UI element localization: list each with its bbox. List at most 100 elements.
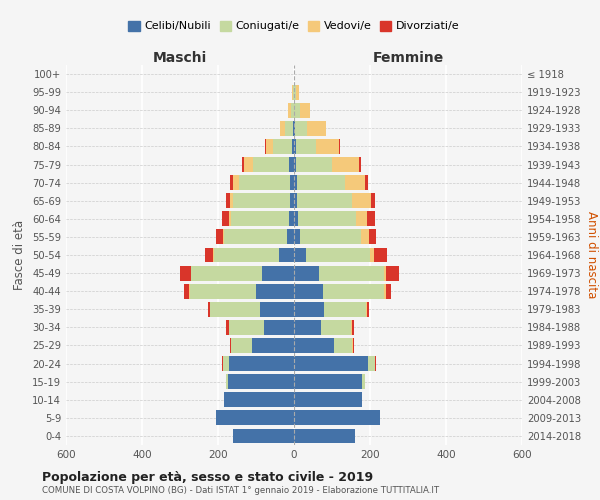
Text: Femmine: Femmine (373, 51, 443, 65)
Bar (296, 84, 299, 100)
Bar (316, 139, 339, 154)
Bar (226, 194, 230, 208)
Bar (189, 284, 190, 298)
Bar (294, 139, 296, 154)
Bar (294, 212, 298, 226)
Text: Maschi: Maschi (153, 51, 207, 65)
Legend: Celibi/Nubili, Coniugati/e, Vedovi/e, Divorziati/e: Celibi/Nubili, Coniugati/e, Vedovi/e, Di… (125, 18, 463, 35)
Bar (294, 194, 297, 208)
Bar (190, 284, 256, 298)
Bar (352, 320, 353, 335)
Bar (216, 230, 223, 244)
Bar (208, 302, 210, 316)
Bar (289, 212, 294, 226)
Bar (252, 338, 294, 353)
Bar (339, 139, 340, 154)
Bar (294, 230, 300, 244)
Bar (320, 320, 351, 335)
Bar (233, 175, 239, 190)
Bar (230, 175, 233, 190)
Bar (287, 103, 290, 118)
Bar (292, 84, 293, 100)
Bar (293, 121, 294, 136)
Bar (332, 157, 359, 172)
Bar (230, 212, 289, 226)
Bar (279, 248, 294, 262)
Bar (369, 230, 376, 244)
Bar (374, 248, 387, 262)
Bar (294, 284, 323, 298)
Bar (191, 266, 262, 280)
Text: COMUNE DI COSTA VOLPINO (BG) - Dati ISTAT 1° gennaio 2019 - Elaborazione TUTTITA: COMUNE DI COSTA VOLPINO (BG) - Dati ISTA… (42, 486, 439, 495)
Bar (214, 248, 279, 262)
Bar (375, 356, 376, 371)
Bar (352, 194, 371, 208)
Bar (294, 157, 296, 172)
Bar (351, 320, 352, 335)
Bar (367, 302, 369, 316)
Y-axis label: Anni di nascita: Anni di nascita (585, 212, 598, 298)
Bar (306, 248, 370, 262)
Bar (296, 139, 316, 154)
Bar (294, 302, 325, 316)
Bar (294, 410, 380, 426)
Bar (344, 175, 365, 190)
Bar (294, 248, 306, 262)
Bar (325, 302, 366, 316)
Bar (294, 428, 355, 444)
Bar (386, 266, 399, 280)
Bar (180, 266, 191, 280)
Bar (244, 157, 253, 172)
Bar (205, 248, 214, 262)
Bar (227, 374, 294, 389)
Bar (386, 284, 391, 298)
Bar (295, 103, 300, 118)
Bar (370, 248, 374, 262)
Bar (290, 175, 294, 190)
Bar (359, 157, 361, 172)
Bar (232, 338, 252, 353)
Bar (223, 356, 229, 371)
Bar (224, 230, 287, 244)
Bar (294, 374, 362, 389)
Bar (292, 139, 294, 154)
Bar (371, 194, 375, 208)
Bar (253, 157, 289, 172)
Bar (242, 157, 244, 172)
Bar (297, 175, 344, 190)
Bar (368, 356, 375, 371)
Bar (265, 139, 273, 154)
Bar (230, 338, 232, 353)
Bar (263, 320, 294, 335)
Bar (260, 302, 294, 316)
Bar (273, 139, 292, 154)
Bar (222, 356, 223, 371)
Bar (184, 284, 189, 298)
Bar (294, 392, 362, 407)
Bar (233, 194, 290, 208)
Bar (295, 121, 307, 136)
Bar (319, 266, 384, 280)
Bar (294, 320, 320, 335)
Bar (366, 302, 367, 316)
Bar (285, 121, 293, 136)
Bar (230, 194, 233, 208)
Bar (289, 157, 294, 172)
Bar (297, 194, 352, 208)
Bar (223, 230, 224, 244)
Bar (229, 212, 230, 226)
Bar (294, 338, 334, 353)
Bar (290, 103, 293, 118)
Bar (226, 374, 227, 389)
Bar (384, 284, 386, 298)
Bar (323, 284, 384, 298)
Bar (296, 157, 332, 172)
Bar (294, 175, 297, 190)
Bar (294, 356, 368, 371)
Bar (229, 320, 263, 335)
Bar (239, 175, 290, 190)
Bar (300, 230, 361, 244)
Bar (211, 302, 260, 316)
Bar (280, 121, 285, 136)
Bar (287, 230, 294, 244)
